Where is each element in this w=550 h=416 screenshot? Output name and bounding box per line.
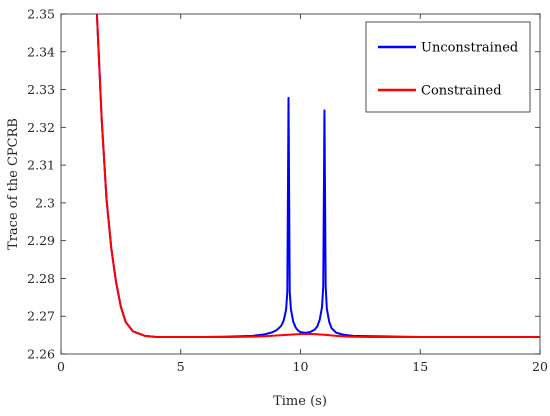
legend-label-unconstrained: Unconstrained: [421, 41, 518, 56]
y-tick-label: 2.35: [27, 7, 55, 22]
y-axis-label: Trace of the CPCRB: [6, 118, 21, 250]
y-tick-label: 2.29: [27, 233, 55, 248]
legend: Unconstrained Constrained: [365, 21, 531, 113]
y-tick-label: 2.27: [27, 309, 55, 324]
x-axis-label: Time (s): [273, 394, 327, 409]
legend-label-constrained: Constrained: [421, 84, 502, 99]
x-tick-label: 10: [293, 359, 309, 374]
y-tick-label: 2.28: [27, 271, 55, 286]
x-tick-label: 15: [412, 359, 428, 374]
y-tick-label: 2.31: [27, 158, 55, 173]
y-tick-label: 2.34: [27, 44, 55, 59]
y-tick-label: 2.33: [27, 82, 55, 97]
legend-box: [365, 21, 531, 113]
x-tick-label: 0: [57, 359, 65, 374]
ticks-layer: 0 5 10 15 20 2.26 2.27 2.28 2.29 2.3 2.31 2.32 2.33 2…: [27, 7, 548, 375]
y-tick-label: 2.3: [35, 195, 55, 210]
x-tick-label: 20: [532, 359, 548, 374]
series-line-constrained: [95, 14, 540, 338]
y-tick-label: 2.32: [27, 120, 55, 135]
x-tick-label: 5: [177, 359, 185, 374]
y-tick-label: 2.26: [27, 347, 55, 362]
series-layer: [95, 14, 540, 338]
